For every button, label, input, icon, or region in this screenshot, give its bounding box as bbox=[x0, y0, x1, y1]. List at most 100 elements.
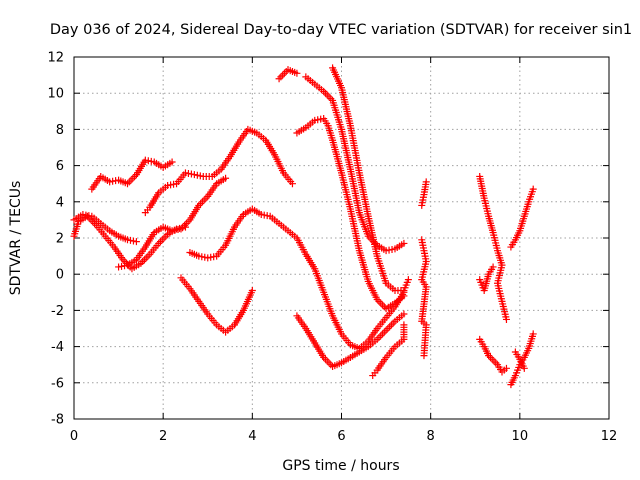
data-point bbox=[168, 158, 176, 166]
data-point bbox=[174, 226, 182, 234]
data-point bbox=[263, 212, 271, 220]
data-point bbox=[184, 169, 192, 177]
y-tick-label: 8 bbox=[56, 123, 64, 138]
data-point bbox=[400, 310, 408, 318]
series-track-g bbox=[177, 274, 256, 336]
y-tick-label: -2 bbox=[51, 304, 64, 319]
data-point bbox=[187, 170, 195, 178]
x-tick-label: 4 bbox=[248, 429, 256, 444]
series-track-n bbox=[418, 178, 430, 360]
y-tick-label: 10 bbox=[47, 87, 64, 102]
data-point bbox=[139, 258, 147, 266]
series-track-h bbox=[275, 66, 301, 83]
data-point bbox=[388, 245, 396, 253]
data-point bbox=[197, 200, 205, 208]
data-point bbox=[158, 236, 166, 244]
data-point bbox=[125, 178, 133, 186]
y-tick-label: -4 bbox=[51, 340, 64, 355]
data-point bbox=[164, 182, 172, 190]
series-track-k bbox=[329, 64, 412, 294]
data-point bbox=[196, 172, 204, 180]
data-point bbox=[193, 171, 201, 179]
y-tick-label: -6 bbox=[51, 376, 64, 391]
data-point bbox=[201, 253, 209, 261]
data-point bbox=[327, 361, 335, 369]
series-track-c bbox=[88, 156, 176, 193]
data-point bbox=[375, 334, 383, 342]
data-point bbox=[502, 315, 510, 323]
data-point bbox=[385, 246, 393, 254]
y-tick-label: 2 bbox=[56, 232, 64, 247]
series-track-b bbox=[70, 212, 189, 273]
data-point bbox=[317, 115, 325, 123]
data-point bbox=[200, 196, 208, 204]
grid-lines bbox=[74, 57, 609, 419]
data-point bbox=[140, 256, 148, 264]
data-point bbox=[170, 180, 178, 188]
series-track-j bbox=[302, 73, 408, 255]
data-point bbox=[121, 262, 129, 270]
data-point bbox=[126, 236, 134, 244]
data-point bbox=[89, 218, 97, 226]
data-point bbox=[389, 319, 397, 327]
data-point bbox=[490, 357, 498, 365]
data-point bbox=[190, 171, 198, 179]
data-point bbox=[400, 239, 408, 247]
data-point bbox=[386, 323, 394, 331]
data-point bbox=[91, 220, 99, 228]
series-track-o bbox=[476, 172, 510, 376]
data-point bbox=[222, 174, 230, 182]
data-point bbox=[260, 211, 268, 219]
data-point bbox=[314, 116, 322, 124]
data-point bbox=[277, 73, 285, 81]
data-point bbox=[275, 75, 283, 83]
data-point bbox=[323, 357, 331, 365]
x-tick-label: 0 bbox=[70, 429, 78, 444]
series-track-i bbox=[293, 115, 408, 313]
y-tick-label: 0 bbox=[56, 268, 64, 283]
data-point bbox=[492, 359, 500, 367]
data-point bbox=[109, 177, 117, 185]
data-point bbox=[181, 169, 189, 177]
data-point bbox=[144, 252, 152, 260]
data-point bbox=[323, 91, 331, 99]
data-point bbox=[142, 254, 150, 262]
x-tick-label: 12 bbox=[601, 429, 618, 444]
data-point bbox=[489, 263, 497, 271]
data-point bbox=[129, 237, 137, 245]
data-point bbox=[529, 185, 537, 193]
data-point bbox=[293, 69, 301, 77]
data-point bbox=[382, 247, 390, 255]
data-point bbox=[171, 226, 179, 234]
data-point bbox=[321, 355, 329, 363]
series-track-p bbox=[507, 185, 537, 389]
data-point bbox=[182, 220, 190, 228]
data-point bbox=[207, 253, 215, 261]
data-point bbox=[160, 234, 168, 242]
data-point bbox=[321, 89, 329, 97]
data-point bbox=[204, 254, 212, 262]
data-point bbox=[202, 194, 210, 202]
data-marks bbox=[70, 64, 537, 389]
data-point bbox=[132, 238, 140, 246]
data-point bbox=[195, 252, 203, 260]
data-point bbox=[118, 262, 126, 270]
data-point bbox=[144, 157, 152, 165]
data-point bbox=[377, 299, 385, 307]
data-point bbox=[377, 332, 385, 340]
data-point bbox=[311, 116, 319, 124]
axis-ticks: 0 2 4 6 8 10 12 -8 -6 -4 -2 0 2 4 6 8 10 12 bbox=[47, 51, 617, 445]
series-track-a bbox=[70, 210, 140, 246]
x-axis-label: GPS time / hours bbox=[282, 458, 399, 474]
x-tick-label: 6 bbox=[337, 429, 345, 444]
data-point bbox=[380, 328, 388, 336]
data-point bbox=[248, 286, 256, 294]
data-point bbox=[282, 67, 290, 75]
data-point bbox=[488, 355, 496, 363]
data-point bbox=[404, 276, 412, 284]
data-point bbox=[129, 174, 137, 182]
data-point bbox=[176, 224, 184, 232]
data-point bbox=[387, 321, 395, 329]
data-point bbox=[384, 325, 392, 332]
